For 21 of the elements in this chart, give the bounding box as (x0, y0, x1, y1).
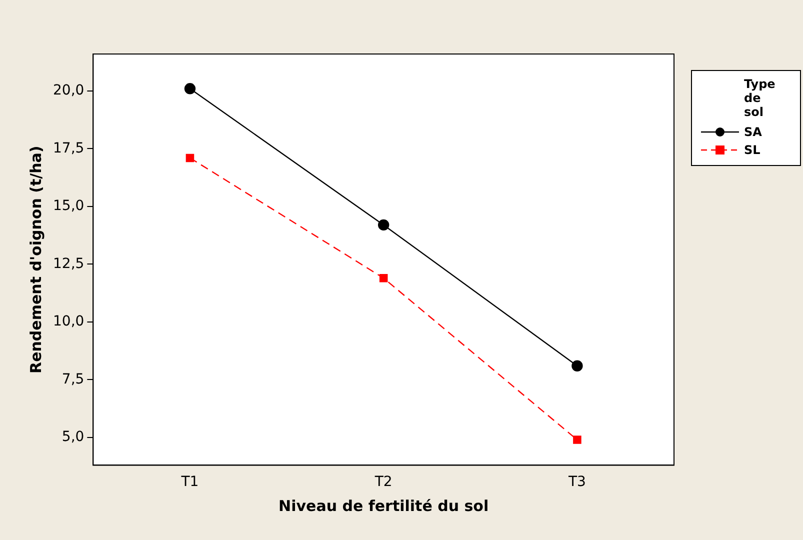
y-tick-label: 17,5 (53, 140, 84, 156)
x-axis-title: Niveau de fertilité du sol (278, 496, 489, 515)
y-axis-title: Rendement d'oignon (t/ha) (26, 146, 45, 374)
y-tick-label: 12,5 (53, 256, 84, 272)
x-tick-label: T3 (567, 474, 586, 490)
point (379, 274, 388, 282)
point (184, 83, 196, 94)
point (572, 360, 583, 372)
x-tick-label: T1 (180, 474, 199, 490)
y-tick-label: 5,0 (62, 429, 84, 446)
x-tick-label: T2 (374, 474, 392, 490)
point (378, 219, 390, 231)
point (186, 154, 194, 162)
y-tick-label: 10,0 (53, 314, 84, 330)
legend-label: SA (744, 125, 762, 139)
y-tick-label: 7,5 (62, 371, 84, 388)
legend-title: Type de sol (743, 77, 776, 119)
y-tick-label: 20,0 (53, 82, 84, 99)
point (573, 436, 582, 444)
legend-label: SL (744, 143, 760, 157)
y-tick-label: 15,0 (53, 198, 84, 214)
